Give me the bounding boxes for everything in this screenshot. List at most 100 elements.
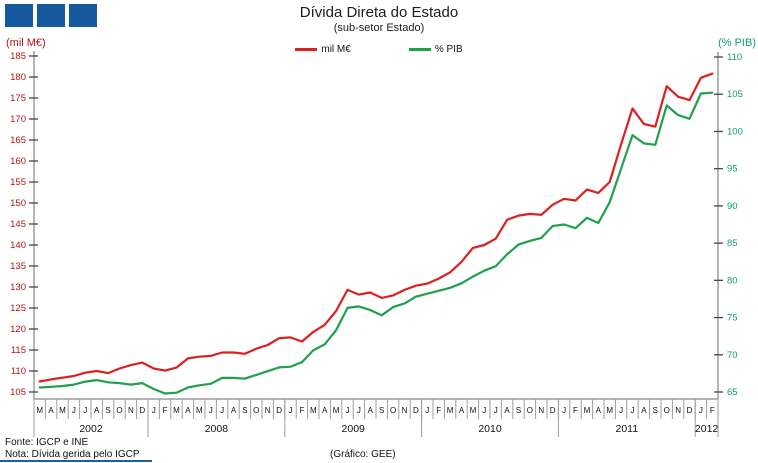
month-label: M [36,406,43,415]
left-axis-tick-label: 170 [10,114,26,125]
right-axis-tick-label: 105 [727,89,743,100]
month-label: J [72,406,76,415]
month-label: A [368,406,374,415]
right-axis-header: (% PIB) [718,37,756,49]
footer-credit: (Gráfico: GEE) [330,449,396,460]
left-axis-tick-label: 130 [10,282,26,293]
month-label: N [128,406,134,415]
left-axis-tick-label: 140 [10,240,26,251]
month-label: J [83,406,87,415]
right-axis-tick-label: 85 [727,238,738,249]
footer-source: Fonte: IGCP e INE [5,437,89,448]
legend-swatch-pib [408,48,431,51]
left-axis-tick-label: 145 [10,219,26,230]
month-label: J [631,406,635,415]
month-label: S [105,406,110,415]
month-label: F [573,406,578,415]
month-label: J [346,406,350,415]
month-label: S [516,406,521,415]
left-axis-tick-label: 160 [10,156,26,167]
right-axis-tick-label: 110 [727,52,742,63]
right-axis-tick-label: 65 [727,387,738,398]
month-label: M [59,406,66,415]
month-label: M [333,406,340,415]
left-axis-tick-label: 110 [11,366,26,377]
left-axis-tick-label: 115 [11,345,26,356]
logo-square [37,4,65,27]
chart-title: Dívida Direta do Estado [299,4,459,21]
month-label: O [116,406,122,415]
right-axis-tick-label: 100 [727,126,743,137]
year-label: 2002 [79,423,103,435]
year-label: 2011 [616,423,639,435]
month-label: J [619,406,623,415]
month-label: A [185,406,191,415]
month-label: A [322,406,328,415]
bottom-divider [0,460,152,462]
month-label: N [675,406,681,415]
left-axis-tick-label: 105 [10,387,26,398]
left-axis-tick-label: 175 [10,93,26,104]
month-label: M [310,406,317,415]
month-label: D [276,406,282,415]
month-label: D [550,406,556,415]
series-line-pib [38,91,714,395]
month-label: J [152,406,156,415]
logo-square [5,4,33,27]
month-label: N [538,406,544,415]
month-label: S [242,406,247,415]
legend-label-pib: % PIB [434,44,463,55]
left-axis-tick-label: 125 [10,303,26,314]
left-axis-tick-label: 150 [10,198,26,209]
month-label: S [379,406,384,415]
right-axis-tick-label: 75 [727,313,738,324]
month-label: J [425,406,429,415]
left-axis-tick-label: 165 [10,135,26,146]
month-label: N [265,406,271,415]
month-label: M [470,406,477,415]
month-label: O [664,406,670,415]
month-label: F [299,406,304,415]
logo-square [69,4,97,27]
year-label: 2010 [478,423,502,435]
month-label: F [163,406,168,415]
month-label: S [653,406,658,415]
right-axis-tick-label: 70 [727,350,738,361]
left-axis-tick-label: 185 [10,51,26,62]
month-label: J [357,406,361,415]
year-label: 2009 [342,423,366,435]
year-label: 2008 [205,423,229,435]
month-label: M [584,406,591,415]
month-label: D [139,406,145,415]
logo [5,4,97,27]
month-label: M [447,406,454,415]
right-axis-tick-label: 95 [727,164,738,175]
series-line-mil-me [38,72,714,383]
month-label: J [220,406,224,415]
right-axis-tick-label: 80 [727,275,738,286]
month-label: F [710,406,715,415]
month-label: A [94,406,100,415]
month-label: N [402,406,408,415]
month-label: O [390,406,396,415]
month-label: J [562,406,566,415]
month-label: M [606,406,613,415]
month-label: A [504,406,510,415]
month-label: O [253,406,259,415]
legend-item-mil-me: mil M€ [295,44,351,55]
month-label: D [413,406,419,415]
month-label: J [209,406,213,415]
month-label: A [48,406,54,415]
month-label: M [196,406,203,415]
year-label: 2012 [695,423,719,435]
month-label: J [482,406,486,415]
footer-note: Nota: Dívida gerida pelo IGCP [5,449,140,460]
month-label: J [289,406,293,415]
month-label: O [527,406,533,415]
legend-label-mil-me: mil M€ [321,44,351,55]
left-axis-tick-label: 180 [10,72,26,83]
month-label: J [494,406,498,415]
right-axis-tick-label: 90 [727,201,738,212]
